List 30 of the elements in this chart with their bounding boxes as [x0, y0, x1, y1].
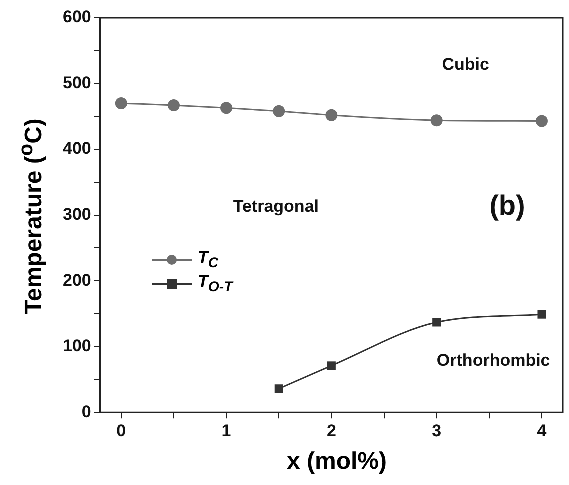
legend-label: T$_{C}$	[198, 248, 219, 272]
point	[538, 310, 546, 319]
point	[168, 99, 180, 112]
point	[273, 105, 286, 118]
y-tick-label: 400	[62, 139, 92, 158]
annotation: Orthorhombic	[436, 350, 550, 370]
y-tick-label: 200	[62, 270, 92, 290]
legend-label: T$_{O-T}$	[198, 272, 233, 296]
x-tick-label: 0	[116, 421, 126, 440]
y-tick-label: 0	[82, 402, 92, 422]
point	[327, 362, 336, 370]
point	[274, 384, 284, 394]
point	[220, 102, 233, 114]
annotation: (b)	[490, 190, 526, 222]
y-tick-label: 100	[62, 336, 92, 356]
x-tick-label: 4	[537, 421, 548, 440]
annotation: Tetragonal	[233, 197, 319, 216]
point	[430, 114, 443, 127]
point	[326, 109, 338, 122]
y-tick-label: 600	[62, 8, 92, 27]
point	[432, 318, 442, 327]
x-tick-label: 2	[326, 421, 336, 440]
x-axis-title: x (mol%)	[286, 448, 388, 476]
x-tick-label: 1	[222, 421, 232, 440]
x-tick-label: 3	[432, 421, 442, 440]
y-tick-label: 500	[62, 73, 92, 92]
point	[536, 115, 548, 128]
point	[115, 97, 128, 110]
y-tick-label: 300	[62, 204, 92, 224]
annotation: Cubic	[442, 55, 490, 74]
